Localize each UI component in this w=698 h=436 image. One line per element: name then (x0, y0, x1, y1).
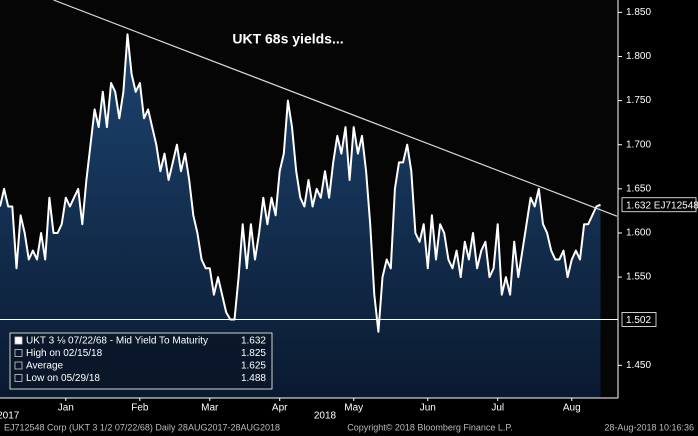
x-tick-label: Jul (491, 403, 504, 414)
legend-value: 1.632 (241, 336, 266, 347)
y-tick-label: 1.850 (626, 7, 651, 18)
legend-box (9, 332, 273, 390)
legend-label: Low on 05/29/18 (26, 373, 100, 384)
legend-icon (14, 349, 23, 357)
reference-label-box (621, 312, 657, 327)
y-tick-label: 1.800 (626, 51, 651, 62)
legend-label: Average (26, 361, 64, 372)
y-tick-label: 1.650 (626, 183, 651, 194)
y-tick-label: 1.450 (626, 360, 651, 371)
x-tick-label: Feb (131, 403, 149, 414)
y-tick-label: 1.700 (626, 139, 651, 150)
chart-title: UKT 68s yields... (232, 31, 343, 47)
last-value-box (621, 197, 697, 213)
x-tick-label: Aug (563, 403, 581, 414)
y-tick-label: 1.750 (626, 95, 651, 106)
legend-value: 1.825 (241, 348, 266, 359)
x-tick-label: Jun (420, 403, 436, 414)
line (0, 33, 601, 333)
year-label: 2018 (314, 411, 337, 422)
footer-left: EJ712548 Corp (UKT 3 1/2 07/22/68) Daily… (4, 422, 280, 432)
last-value-label: 1.632 EJ712548 (626, 200, 698, 211)
legend-icon (14, 374, 23, 382)
legend-icon (14, 336, 23, 345)
legend: UKT 3 ⅛ 07/22/68 - Mid Yield To Maturity… (9, 332, 273, 390)
reference-label: 1.502 (626, 315, 651, 326)
footer-right: 28-Aug-2018 10:16:36 (604, 422, 694, 432)
y-tick-label: 1.550 (626, 272, 651, 283)
legend-label: UKT 3 ⅛ 07/22/68 - Mid Yield To Maturity (26, 336, 208, 347)
y-tick-label: 1.600 (626, 228, 651, 239)
x-tick-label: May (344, 403, 363, 414)
x-tick-label: Apr (272, 403, 288, 414)
year-label: 2017 (0, 411, 20, 422)
footer-center: Copyright© 2018 Bloomberg Finance L.P. (347, 422, 513, 432)
x-tick-label: Jan (58, 403, 74, 414)
legend-value: 1.625 (241, 361, 266, 372)
trendline (53, 0, 618, 217)
x-tick-label: Mar (201, 403, 219, 414)
legend-label: High on 02/15/18 (26, 348, 103, 359)
legend-value: 1.488 (241, 373, 266, 384)
area (0, 34, 601, 399)
legend-icon (14, 361, 23, 370)
